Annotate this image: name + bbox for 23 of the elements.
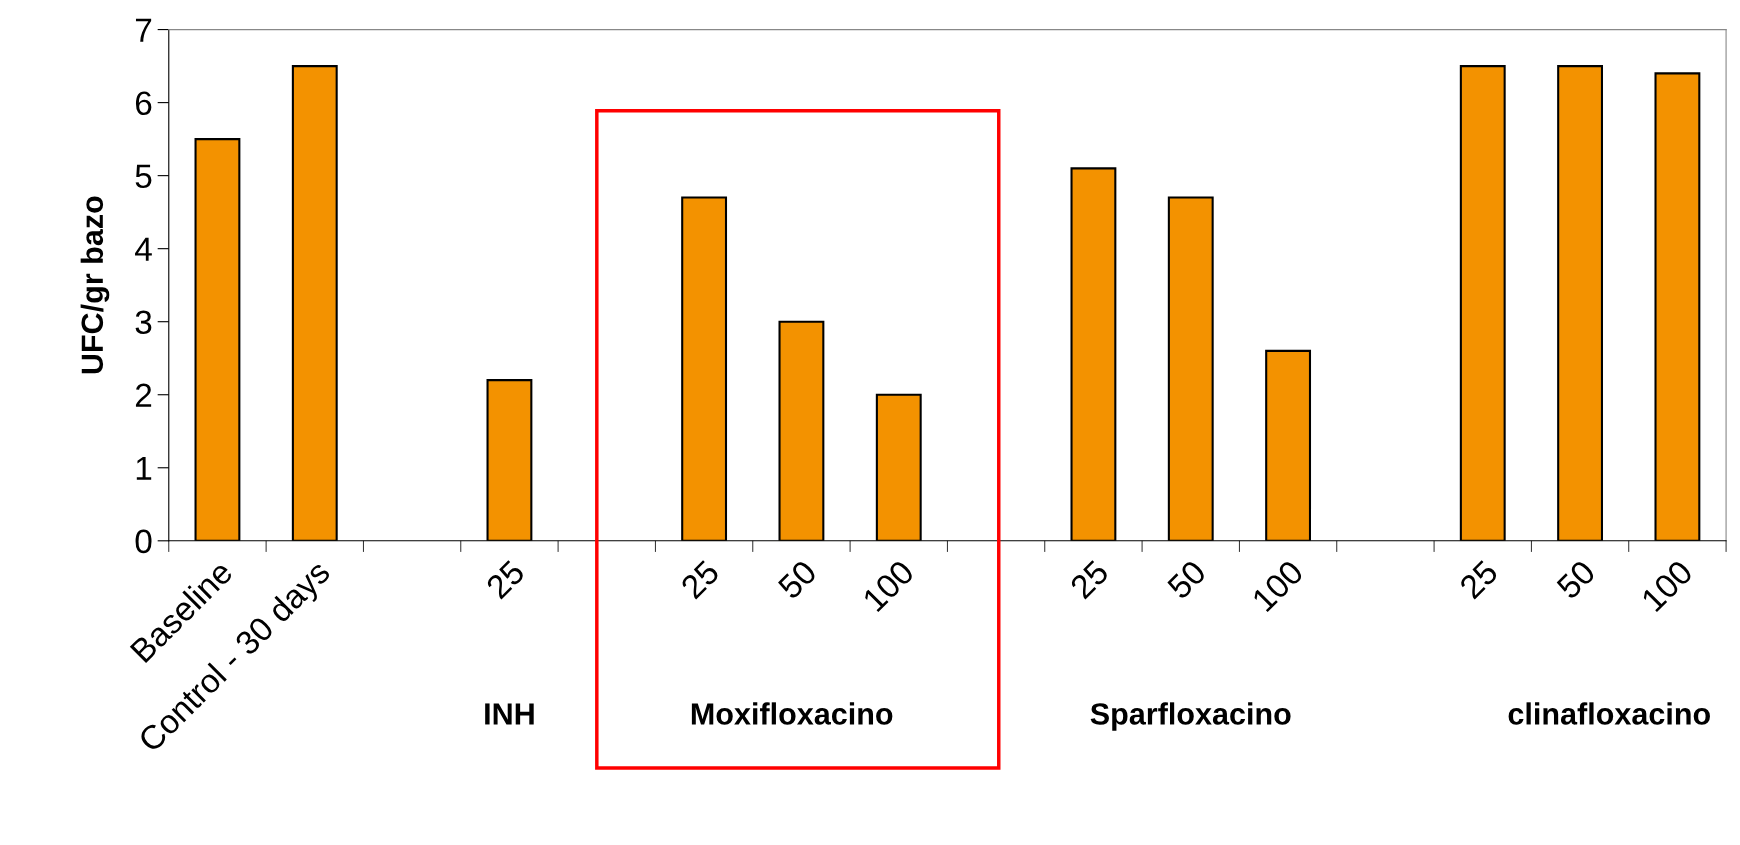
- y-tick-label: 1: [136, 456, 152, 480]
- x-tick-label: 100: [861, 559, 916, 613]
- y-axis-title: UFC/gr bazo: [80, 196, 110, 374]
- x-tick-label: 25: [1458, 559, 1500, 600]
- x-tick-label: 50: [776, 559, 818, 601]
- x-tick-label: 50: [1555, 559, 1597, 601]
- x-tick-label: 25: [679, 559, 721, 600]
- y-tick-label: 6: [135, 91, 152, 116]
- text: INH: [485, 703, 534, 725]
- y-tick-label: 5: [135, 164, 152, 189]
- text: clinafloxacino: [1508, 702, 1710, 725]
- y-tick-label: 7: [135, 18, 152, 42]
- y-tick-label: 3: [135, 310, 152, 335]
- x-tick-label: 100: [1640, 559, 1694, 613]
- x-tick-label: 25: [485, 559, 526, 600]
- text: Moxifloxacino: [691, 702, 893, 725]
- x-tick-label: 100: [1251, 559, 1305, 613]
- x-tick-label: 50: [1166, 559, 1208, 601]
- y-tick-label: 0: [135, 529, 152, 554]
- y-tick-label: 4: [135, 237, 152, 261]
- y-tick-label: 2: [135, 383, 152, 407]
- x-tick-label: 25: [1069, 559, 1110, 600]
- text: Sparfloxacino: [1090, 702, 1291, 731]
